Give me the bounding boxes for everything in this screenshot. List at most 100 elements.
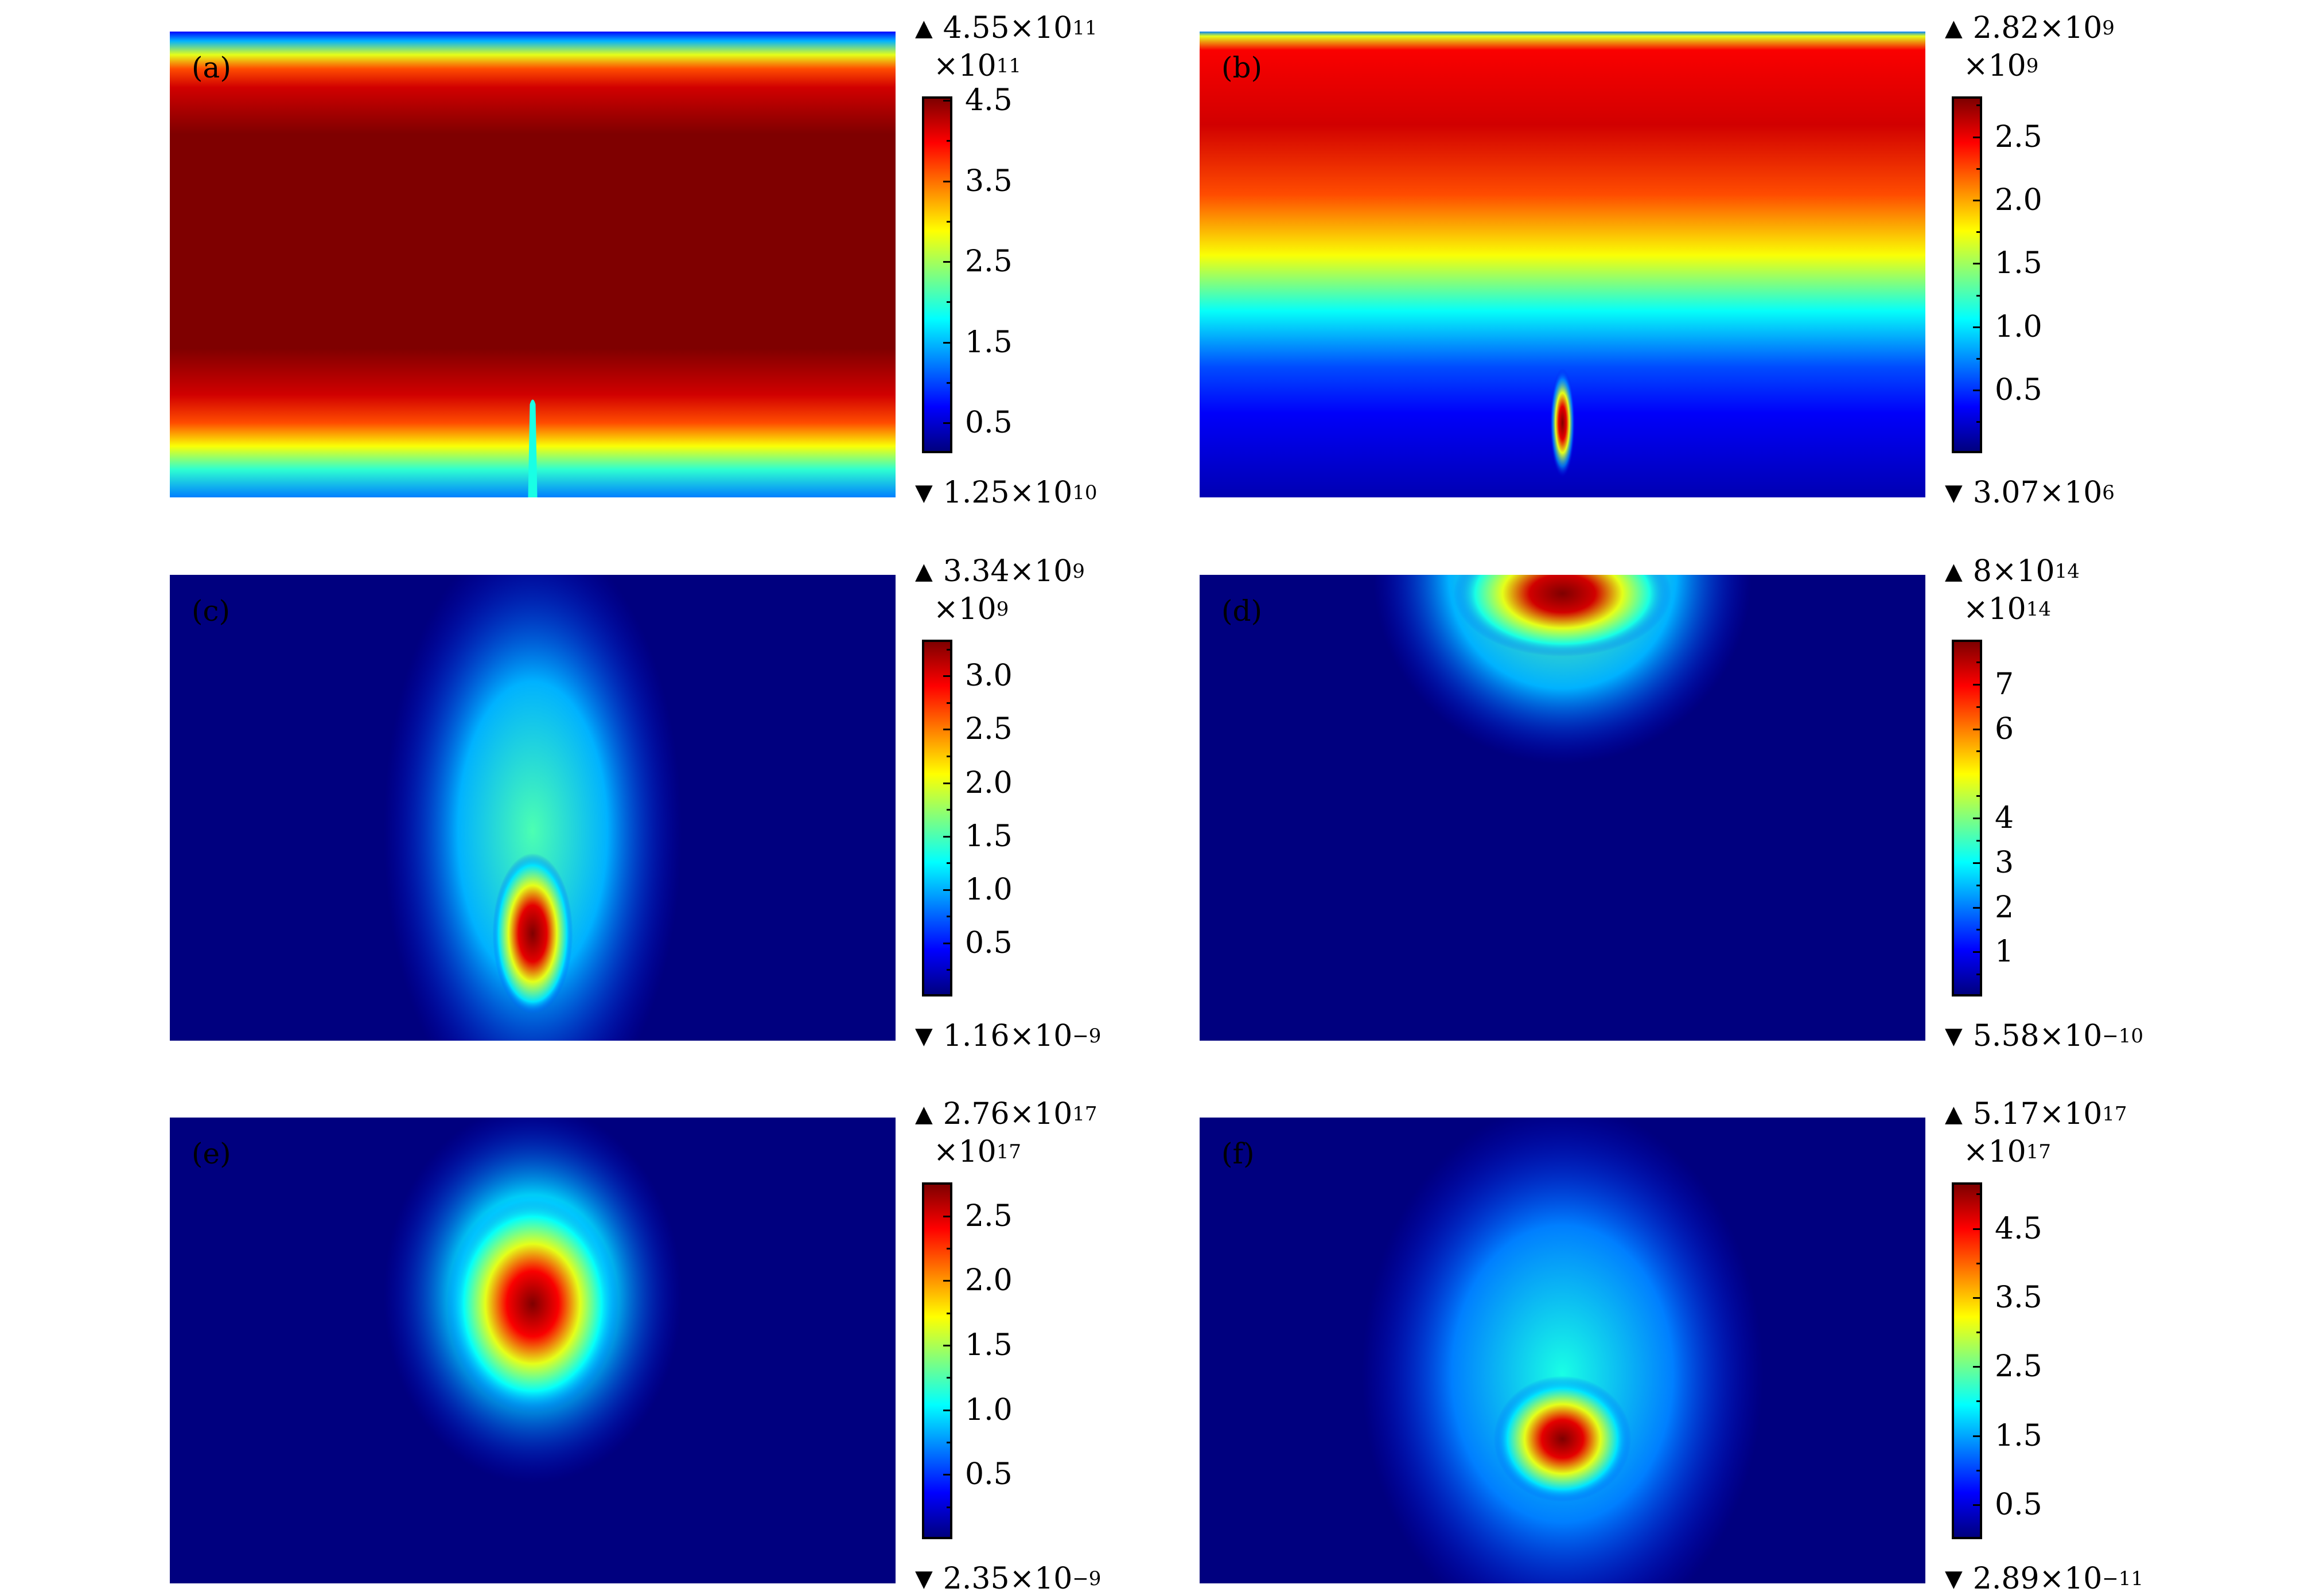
colorbar-tick: [1973, 862, 1982, 864]
colorbar-tick: [943, 835, 952, 838]
colorbar-tick-label: 3.5: [965, 164, 1013, 198]
max-value-label: ▲ 3.34×109: [915, 556, 1085, 586]
colorbar-tick-label: 7: [1995, 667, 2014, 702]
colorbar-tick-label: 1.0: [1995, 309, 2042, 344]
heatmap-plot: [170, 575, 896, 1041]
colorbar-tick-label: 2.0: [965, 1263, 1013, 1298]
colorbar: [1952, 96, 1982, 453]
colorbar-tick-label: 1: [1995, 935, 2014, 970]
max-triangle-icon: ▲: [915, 15, 933, 41]
colorbar-tick-label: 2.0: [1995, 183, 2042, 218]
multiplier-base: ×10: [933, 49, 997, 83]
heatmap-field: [170, 575, 896, 1041]
colorbar-tick: [943, 100, 952, 102]
field-core: [1493, 1376, 1632, 1502]
colorbar-tick: [943, 261, 952, 263]
heatmap-plot: [170, 32, 896, 497]
colorbar-tick-label: 0.5: [1995, 1487, 2042, 1522]
colorbar-tick: [1973, 1228, 1982, 1230]
max-exponent: 17: [2102, 1103, 2127, 1126]
colorbar-minor-tick: [1976, 661, 1982, 663]
min-value-label: ▼ 3.07×106: [1945, 478, 2115, 508]
colorbar-minor-tick: [947, 969, 952, 971]
colorbar-tick-label: 0.5: [965, 406, 1013, 441]
field-core: [446, 1194, 619, 1413]
colorbar-minor-tick: [1976, 168, 1982, 170]
min-triangle-icon: ▼: [1945, 1566, 1963, 1592]
multiplier-base: ×10: [933, 592, 997, 626]
colorbar-tick: [943, 1409, 952, 1411]
colorbar-tick-label: 2.5: [1995, 1349, 2042, 1384]
colorbar: [922, 96, 952, 453]
times-sign: ×10: [2039, 11, 2103, 45]
colorbar-multiplier: ×109: [933, 594, 1009, 624]
min-value-label: ▼ 2.89×10−11: [1945, 1564, 2143, 1594]
min-triangle-icon: ▼: [1945, 480, 1963, 506]
colorbar-tick-label: 1.5: [965, 1328, 1013, 1363]
colorbar-tick: [943, 1474, 952, 1476]
times-sign: ×10: [1991, 554, 2055, 589]
field-core: [492, 853, 573, 1014]
min-mantissa: 1.16: [943, 1019, 1010, 1053]
times-sign: ×10: [1009, 11, 1073, 45]
heatmap-field: [1200, 1118, 1925, 1583]
panel-label: (e): [192, 1137, 231, 1170]
colorbar-minor-tick: [1976, 104, 1982, 107]
max-triangle-icon: ▲: [1945, 558, 1963, 585]
colorbar-minor-tick: [1976, 1193, 1982, 1196]
max-exponent: 14: [2054, 560, 2080, 583]
colorbar-tick: [1973, 200, 1982, 202]
max-value-label: ▲ 8×1014: [1945, 556, 2080, 586]
colorbar-minor-tick: [947, 648, 952, 651]
colorbar-tick: [943, 341, 952, 344]
min-triangle-icon: ▼: [915, 1566, 933, 1592]
heatmap-field: [170, 1118, 896, 1583]
min-mantissa: 3.07: [1972, 476, 2040, 510]
min-exponent: −10: [2102, 1025, 2144, 1048]
min-mantissa: 2.89: [1972, 1562, 2040, 1596]
heatmap-plot: [1200, 32, 1925, 497]
multiplier-exponent: 14: [2026, 598, 2052, 621]
colorbar-tick: [943, 942, 952, 944]
colorbar-tick-label: 4.5: [1995, 1211, 2042, 1246]
colorbar-tick-label: 0.5: [1995, 373, 2042, 408]
field-plume: [1361, 1118, 1764, 1583]
multiplier-base: ×10: [1963, 592, 2026, 626]
max-triangle-icon: ▲: [915, 558, 933, 585]
colorbar-tick: [943, 422, 952, 425]
colorbar-tick-label: 0.5: [965, 925, 1013, 960]
colorbar-minor-tick: [1976, 358, 1982, 360]
colorbar-tick-label: 1.5: [1995, 1418, 2042, 1453]
multiplier-exponent: 17: [996, 1140, 1022, 1163]
colorbar: [922, 640, 952, 996]
min-exponent: −9: [1072, 1025, 1102, 1048]
max-mantissa: 2.76: [943, 1097, 1010, 1131]
multiplier-base: ×10: [1963, 1135, 2026, 1169]
colorbar-tick-label: 4.5: [965, 83, 1013, 118]
colorbar-multiplier: ×109: [1963, 51, 2038, 81]
colorbar-tick: [1973, 1504, 1982, 1506]
colorbar-tick-label: 1.0: [965, 872, 1013, 907]
max-mantissa: 3.34: [943, 554, 1010, 589]
colorbar-minor-tick: [1976, 1400, 1982, 1403]
multiplier-base: ×10: [1963, 49, 2026, 83]
heatmap-plot: [1200, 575, 1925, 1041]
colorbar-minor-tick: [947, 702, 952, 704]
min-triangle-icon: ▼: [915, 1023, 933, 1049]
colorbar-minor-tick: [947, 1247, 952, 1249]
colorbar-tick-label: 2.5: [1995, 119, 2042, 154]
colorbar-tick: [1973, 263, 1982, 265]
times-sign: ×10: [2039, 1562, 2103, 1596]
colorbar-tick-label: 2.5: [965, 1198, 1013, 1233]
times-sign: ×10: [2039, 476, 2103, 510]
colorbar-minor-tick: [947, 140, 952, 142]
colorbar-tick-label: 1.5: [1995, 246, 2042, 281]
heatmap-field: [1200, 575, 1925, 1041]
multiplier-exponent: 9: [2026, 55, 2039, 77]
heatmap-field: [1200, 32, 1925, 497]
colorbar-tick-label: 2.0: [965, 765, 1013, 800]
colorbar-minor-tick: [947, 755, 952, 757]
colorbar-tick-label: 0.5: [965, 1457, 1013, 1492]
colorbar-multiplier: ×1011: [933, 51, 1021, 81]
max-mantissa: 4.55: [943, 11, 1010, 45]
